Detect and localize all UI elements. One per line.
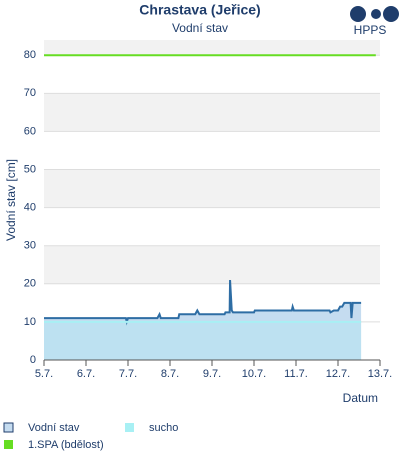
- y-tick-label: 30: [24, 240, 36, 252]
- logo: HPPS: [350, 6, 399, 37]
- x-tick-label: 8.7.: [161, 368, 179, 380]
- legend-marker: [4, 440, 13, 449]
- legend-marker: [125, 423, 134, 432]
- band: [44, 93, 380, 132]
- legend-marker: [3, 422, 14, 433]
- y-tick-label: 0: [30, 354, 36, 366]
- x-tick-label: 5.7.: [35, 368, 53, 380]
- area: [44, 280, 362, 360]
- area: [44, 321, 362, 360]
- x-tick-label: 11.7.: [284, 368, 308, 380]
- x-tick-label: 6.7.: [77, 368, 95, 380]
- legend-label: Vodní stav: [28, 422, 80, 434]
- chart-subtitle: Vodní stav: [172, 21, 228, 35]
- y-tick-label: 50: [24, 163, 36, 175]
- y-tick-label: 40: [24, 202, 36, 214]
- y-tick-label: 60: [24, 125, 36, 137]
- x-axis-label: Datum: [343, 391, 378, 405]
- y-tick-label: 10: [24, 316, 36, 328]
- legend-label: 1.SPA (bdělost): [28, 439, 104, 451]
- chart-title: Chrastava (Jeřice): [139, 2, 260, 18]
- band: [44, 245, 380, 284]
- x-tick-label: 9.7.: [203, 368, 221, 380]
- legend-label: sucho: [149, 422, 178, 434]
- y-tick-label: 80: [24, 49, 36, 61]
- x-tick-label: 12.7.: [326, 368, 350, 380]
- x-tick-label: 7.7.: [119, 368, 137, 380]
- line: [44, 279, 362, 326]
- logo-text: HPPS: [354, 23, 387, 37]
- band: [44, 169, 380, 208]
- x-tick-label: 10.7.: [242, 368, 266, 380]
- y-tick-label: 70: [24, 87, 36, 99]
- y-axis-label: Vodní stav [cm]: [4, 159, 18, 241]
- y-tick-label: 20: [24, 278, 36, 290]
- band: [44, 40, 380, 56]
- x-tick-label: 13.7.: [368, 368, 392, 380]
